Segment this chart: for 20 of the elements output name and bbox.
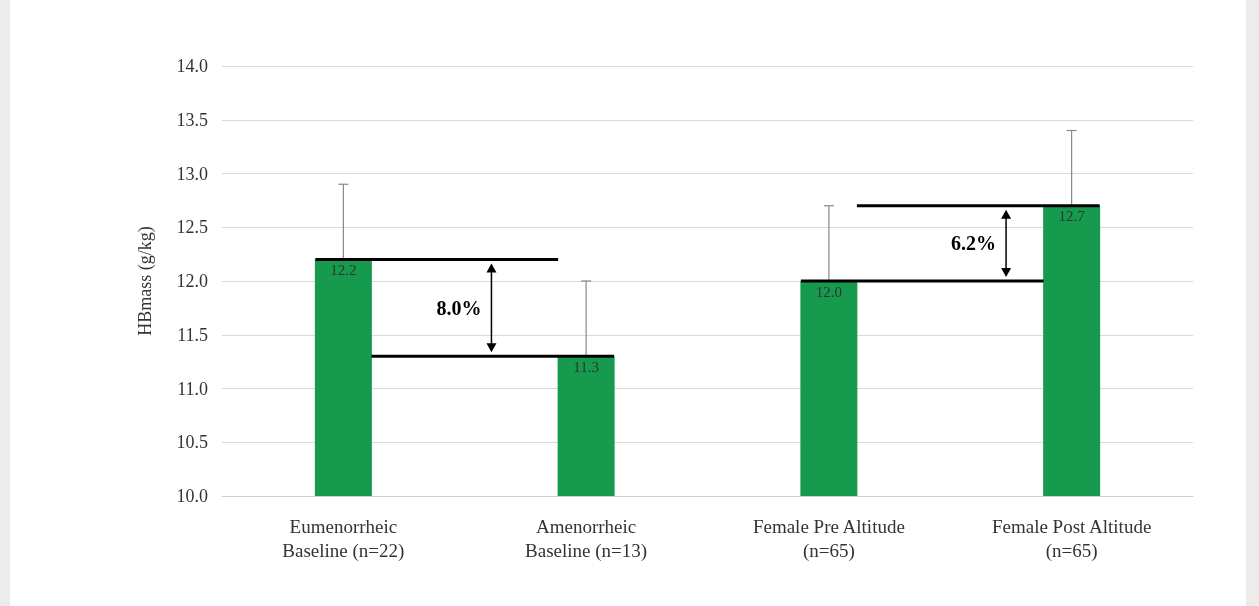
y-tick-label: 13.0 xyxy=(176,163,208,184)
x-tick-label: Female Post Altitude (n=65) xyxy=(991,515,1152,562)
x-tick-label: Amenorrheic Baseline (n=13) xyxy=(525,515,648,562)
data-label: 12.0 xyxy=(815,283,842,300)
y-tick-label: 10.5 xyxy=(176,432,208,453)
y-tick-label: 11.5 xyxy=(177,324,208,345)
data-label: 12.2 xyxy=(330,262,357,278)
y-tick-label: 13.5 xyxy=(176,109,208,130)
y-tick-label: 12.0 xyxy=(176,271,208,291)
y-axis-title: HBmass (g/kg) xyxy=(135,226,156,336)
data-label: 12.7 xyxy=(1058,208,1086,225)
y-tick-label: 14.0 xyxy=(176,56,208,76)
annotation: 8.0% xyxy=(436,296,482,319)
y-tick-label: 11.0 xyxy=(177,378,208,399)
data-label: 11.3 xyxy=(573,358,599,375)
annotation: 6.2% xyxy=(951,232,997,255)
x-tick-label: Female Pre Altitude (n=65) xyxy=(752,515,905,562)
y-tick-label: 12.5 xyxy=(176,217,208,238)
y-tick-label: 10.0 xyxy=(176,486,208,506)
x-tick-label: Eumenorrheic Baseline (n=22) xyxy=(282,515,405,562)
